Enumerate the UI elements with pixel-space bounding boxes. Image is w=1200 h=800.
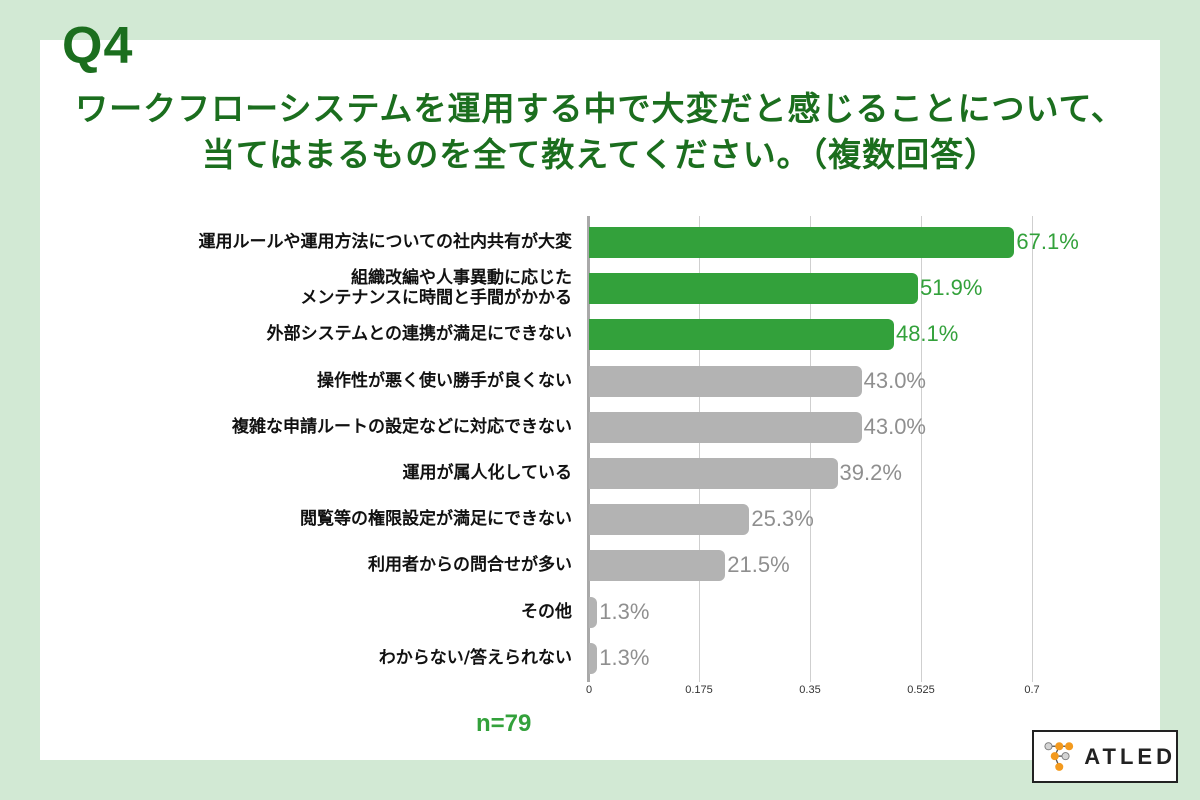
bar xyxy=(589,642,598,674)
bar xyxy=(589,596,598,628)
x-tick: 0 xyxy=(585,684,593,696)
chart-panel xyxy=(40,40,1160,760)
chart-row: 外部システムとの連携が満足にできない 48.1% xyxy=(0,311,1200,357)
category-label: 組織改編や人事異動に応じた メンテナンスに時間と手間がかかる xyxy=(300,268,572,309)
category-label: わからない/答えられない xyxy=(378,647,572,668)
x-tick: 0.175 xyxy=(685,684,713,696)
category-label: 運用が属人化している xyxy=(402,463,573,483)
chart-row: 操作性が悪く使い勝手が良くない 43.0% xyxy=(0,358,1200,404)
x-tick: 0.525 xyxy=(907,684,935,696)
bar xyxy=(589,504,750,536)
gridline-0175 xyxy=(699,216,700,682)
bar xyxy=(589,319,894,351)
bar xyxy=(589,458,838,489)
bar xyxy=(589,550,726,582)
chart-title: ワークフローシステムを運用する中で大変だと感じることについて、当てはまるものを全… xyxy=(75,89,1125,174)
chart-row: 運用が属人化している 39.2% xyxy=(0,450,1200,496)
category-label: 複雑な申請ルートの設定などに対応できない xyxy=(232,416,572,437)
category-label: その他 xyxy=(521,601,572,622)
chart-row: 組織改編や人事異動に応じた メンテナンスに時間と手間がかかる 51.9% xyxy=(0,265,1200,311)
sample-size: n=79 xyxy=(476,710,532,737)
atled-logo-text: ATLED xyxy=(1084,743,1176,769)
x-tick: 0.7 xyxy=(1024,684,1040,696)
question-number: Q4 xyxy=(62,17,134,75)
chart-row: 運用ルールや運用方法についての社内共有が大変 67.1% xyxy=(0,219,1200,265)
value-label: 1.3% xyxy=(599,598,650,624)
chart-row: 利用者からの問合せが多い 21.5% xyxy=(0,542,1200,588)
value-label: 25.3% xyxy=(751,506,814,532)
value-label: 67.1% xyxy=(1016,229,1079,254)
value-label: 43.0% xyxy=(863,413,926,439)
atled-logo: ATLED xyxy=(1032,730,1178,783)
category-label: 閲覧等の権限設定が満足にできない xyxy=(300,509,572,530)
value-label: 1.3% xyxy=(599,644,650,670)
value-label: 21.5% xyxy=(727,552,790,578)
gridline-035 xyxy=(810,216,811,682)
category-label: 運用ルールや運用方法についての社内共有が大変 xyxy=(198,232,573,252)
bar xyxy=(589,411,862,443)
category-label: 外部システムとの連携が満足にできない xyxy=(266,324,572,345)
atled-logo-icon xyxy=(1044,741,1074,771)
gridline-0525 xyxy=(921,216,922,682)
category-label: 操作性が悪く使い勝手が良くない xyxy=(317,370,572,391)
chart-row: その他 1.3% xyxy=(0,589,1200,635)
gridline-07 xyxy=(1032,216,1033,682)
chart-row: わからない/答えられない 1.3% xyxy=(0,635,1200,681)
y-axis-line xyxy=(587,216,590,682)
bar xyxy=(589,227,1015,258)
chart-row: 複雑な申請ルートの設定などに対応できない 43.0% xyxy=(0,404,1200,450)
category-label: 利用者からの問合せが多い xyxy=(368,555,572,576)
chart-row: 閲覧等の権限設定が満足にできない 25.3% xyxy=(0,496,1200,542)
value-label: 43.0% xyxy=(863,367,926,393)
value-label: 51.9% xyxy=(920,275,983,301)
bar xyxy=(589,365,862,397)
bar xyxy=(589,273,919,305)
value-label: 39.2% xyxy=(839,460,902,485)
value-label: 48.1% xyxy=(895,321,959,347)
x-tick: 0.35 xyxy=(799,684,821,696)
